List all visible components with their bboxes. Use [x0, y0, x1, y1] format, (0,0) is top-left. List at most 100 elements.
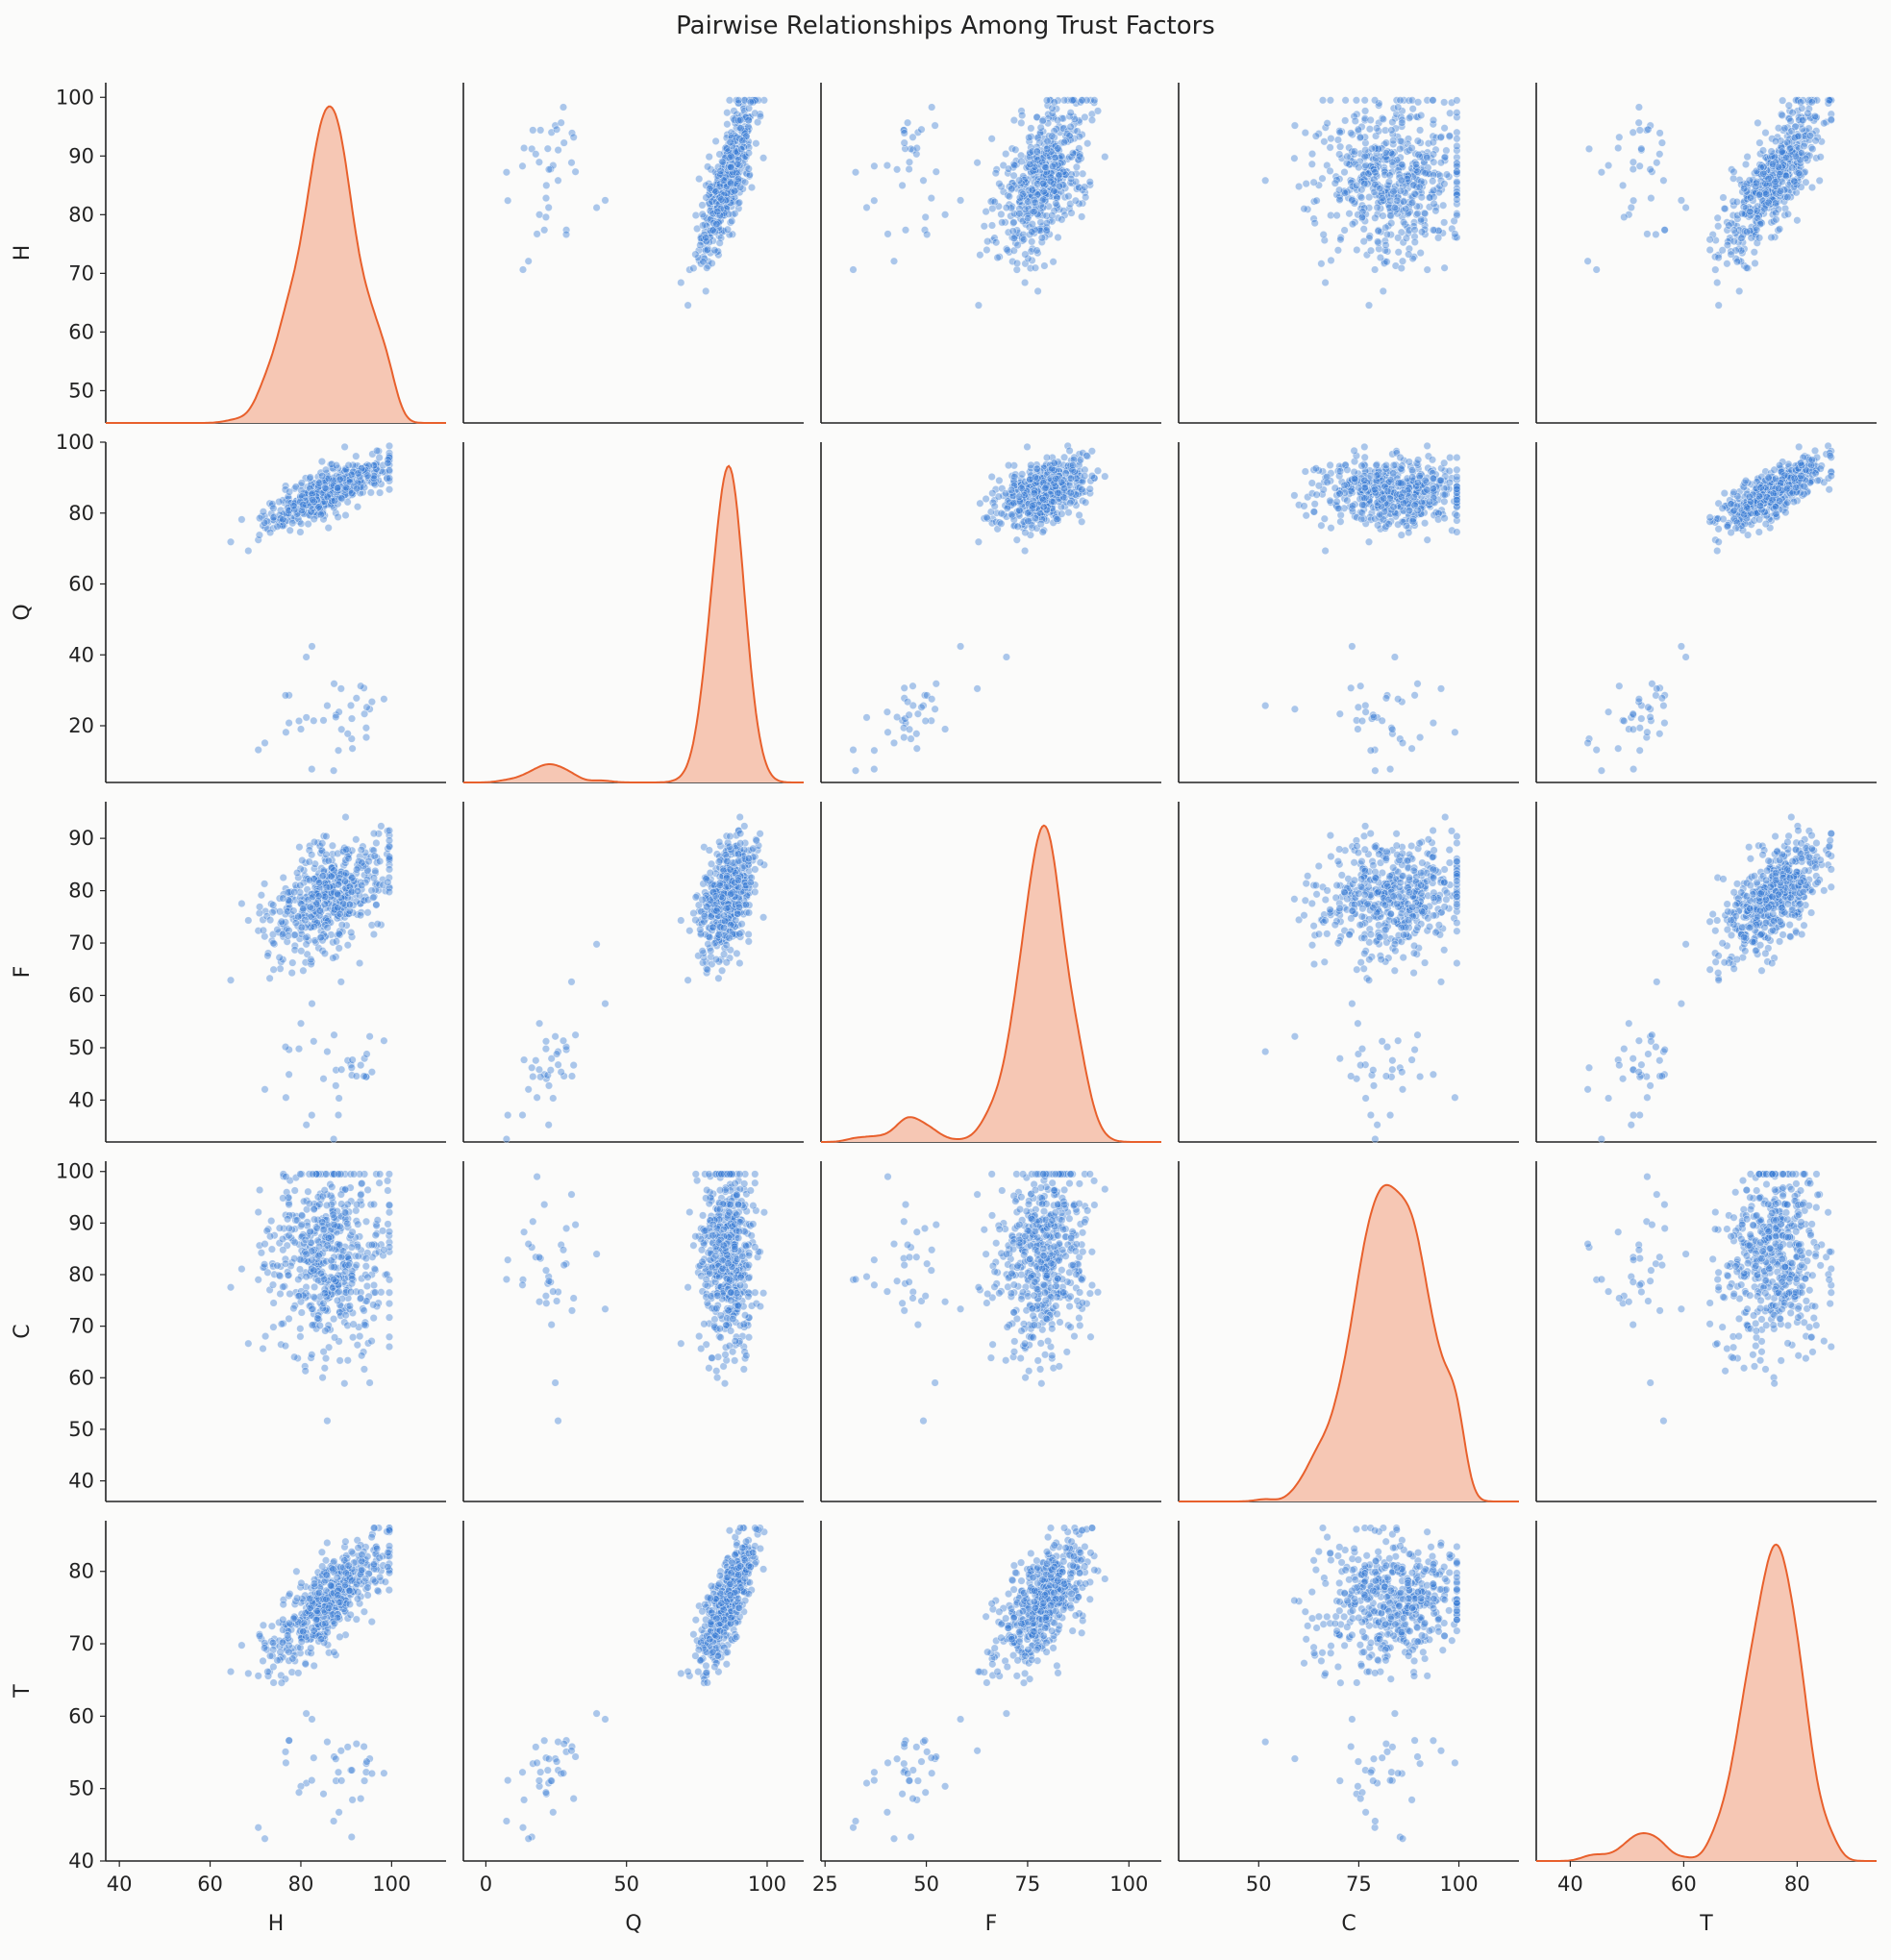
- scatter-point: [900, 732, 908, 742]
- scatter-point: [1066, 474, 1076, 483]
- scatter-point: [1627, 203, 1635, 211]
- scatter-point: [1333, 504, 1342, 512]
- scatter-point: [354, 469, 362, 478]
- scatter-point: [736, 124, 745, 133]
- scatter-point: [1335, 142, 1345, 151]
- scatter-point: [1082, 498, 1090, 507]
- scatter-point: [559, 103, 568, 112]
- scatter-point: [524, 257, 533, 265]
- scatter-point: [1066, 488, 1075, 497]
- scatter-point: [376, 488, 385, 497]
- scatter-point: [375, 453, 384, 462]
- scatter-point: [1005, 192, 1013, 201]
- scatter-point: [1629, 709, 1637, 718]
- scatter-point: [982, 494, 990, 504]
- scatter-point: [983, 245, 991, 255]
- scatter-point: [1004, 164, 1013, 173]
- scatter-point: [256, 513, 264, 523]
- scatter-point: [1635, 161, 1644, 170]
- scatter-point: [1644, 703, 1653, 711]
- scatter-point: [1397, 263, 1406, 273]
- scatter-point: [1635, 724, 1644, 732]
- scatter-point: [352, 835, 361, 844]
- scatter-point: [1794, 132, 1803, 140]
- scatter-point: [269, 504, 278, 512]
- scatter-point: [987, 472, 996, 482]
- scatter-point: [334, 746, 343, 755]
- scatter-point: [1429, 484, 1437, 493]
- scatter-point: [1718, 246, 1727, 255]
- scatter-point: [1411, 160, 1421, 168]
- scatter-point: [1772, 509, 1780, 518]
- scatter-point: [1429, 226, 1437, 235]
- scatter-point: [1382, 258, 1391, 266]
- scatter-point: [1015, 210, 1024, 218]
- scatter-point: [907, 734, 915, 743]
- scatter-point: [883, 707, 892, 716]
- scatter-point: [705, 153, 713, 161]
- scatter-point: [1075, 510, 1083, 520]
- scatter-point: [1354, 725, 1362, 733]
- scatter-point: [1790, 474, 1799, 483]
- y-tick-label: 100: [56, 431, 94, 454]
- scatter-point: [1737, 234, 1746, 242]
- scatter-point: [1364, 301, 1374, 310]
- scatter-point: [1787, 127, 1796, 136]
- scatter-point: [698, 210, 707, 218]
- scatter-point: [1332, 211, 1341, 220]
- scatter-point: [1387, 126, 1396, 135]
- scatter-point: [540, 226, 549, 235]
- scatter-point: [1743, 228, 1752, 236]
- scatter-point: [715, 238, 724, 247]
- scatter-point: [744, 115, 753, 125]
- scatter-point: [1008, 510, 1016, 519]
- scatter-point: [315, 906, 324, 915]
- scatter-point: [316, 510, 326, 519]
- scatter-point: [862, 713, 871, 722]
- scatter-point: [723, 225, 733, 234]
- scatter-point: [352, 694, 361, 703]
- scatter-point: [983, 513, 991, 522]
- scatter-point: [1410, 189, 1419, 198]
- scatter-point: [1024, 509, 1033, 517]
- scatter-point: [263, 952, 272, 960]
- scatter-point: [889, 257, 899, 265]
- scatter-point: [702, 234, 710, 242]
- scatter-point: [1705, 245, 1714, 255]
- scatter-point: [1388, 725, 1397, 733]
- scatter-point: [1423, 265, 1431, 274]
- scatter-point: [1398, 118, 1406, 127]
- scatter-point: [988, 204, 997, 213]
- scatter-point: [1655, 150, 1664, 159]
- scatter-point: [1754, 528, 1763, 536]
- scatter-point: [385, 474, 394, 483]
- scatter-point: [1646, 165, 1655, 174]
- scatter-point: [275, 497, 284, 507]
- scatter-point: [369, 874, 379, 882]
- scatter-point: [1367, 144, 1377, 153]
- scatter-point: [1780, 124, 1789, 133]
- scatter-point: [1720, 488, 1729, 498]
- scatter-point: [1646, 712, 1655, 722]
- scatter-point: [728, 230, 737, 238]
- scatter-point: [1358, 500, 1367, 509]
- scatter-point: [1732, 258, 1742, 266]
- scatter-point: [1333, 136, 1342, 144]
- scatter-point: [1373, 237, 1382, 246]
- scatter-point: [352, 452, 361, 460]
- scatter-point: [1615, 133, 1624, 141]
- scatter-point: [1407, 198, 1417, 207]
- scatter-point: [1415, 183, 1424, 191]
- scatter-point: [1290, 491, 1299, 500]
- scatter-point: [862, 203, 871, 211]
- scatter-point: [1081, 112, 1089, 121]
- scatter-point: [1004, 461, 1013, 470]
- scatter-point: [1345, 210, 1354, 218]
- scatter-point: [973, 684, 982, 693]
- scatter-point: [1048, 497, 1057, 507]
- scatter-point: [1397, 492, 1406, 501]
- scatter-point: [1767, 233, 1776, 242]
- scatter-point: [319, 716, 328, 725]
- scatter-point: [851, 766, 860, 775]
